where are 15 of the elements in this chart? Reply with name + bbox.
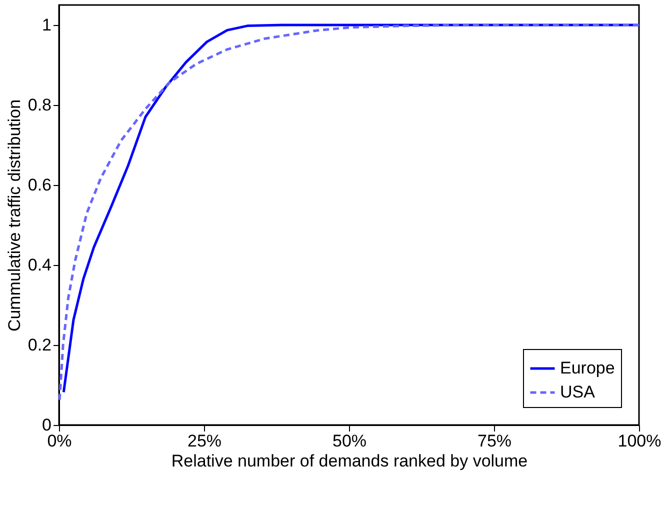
x-tick-label: 50% [332, 432, 367, 450]
x-tick-label: 75% [477, 432, 512, 450]
y-tick-label: 0.2 [28, 336, 52, 354]
x-tick-label: 0% [47, 432, 72, 450]
y-tick-label: 0.6 [28, 176, 52, 194]
x-axis-title: Relative number of demands ranked by volume [171, 452, 528, 470]
legend-label: Europe [560, 358, 615, 378]
x-tick-label: 25% [187, 432, 222, 450]
x-tick-label: 100% [618, 432, 662, 450]
y-tick-label: 0 [42, 416, 52, 434]
y-tick-label: 0.8 [28, 96, 52, 114]
legend-label: USA [560, 382, 596, 402]
y-tick-label: 1 [42, 16, 52, 34]
y-axis-title: Cummulative traffic distribution [4, 99, 24, 332]
y-tick-label: 0.4 [28, 256, 52, 274]
